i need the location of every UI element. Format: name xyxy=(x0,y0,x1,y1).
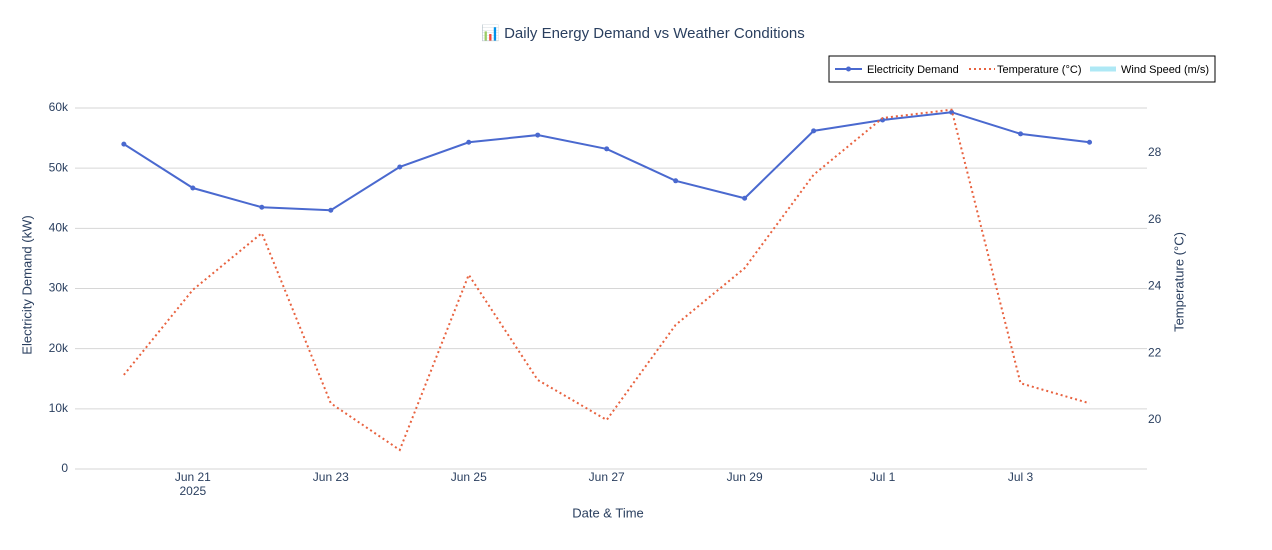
x-tick-label: Jun 27 xyxy=(589,470,625,484)
series-marker xyxy=(742,195,748,201)
x-tick-label: Jun 25 xyxy=(451,470,487,484)
x-tick-label: Jun 29 xyxy=(727,470,763,484)
series-marker xyxy=(811,128,817,134)
legend-label: Temperature (°C) xyxy=(997,64,1081,76)
series-line xyxy=(123,108,1090,452)
series-marker xyxy=(604,146,610,152)
y-tick-label: 20k xyxy=(49,341,69,355)
series-marker xyxy=(259,204,265,210)
series-marker xyxy=(121,141,127,147)
y2-axis-label: Temperature (°C) xyxy=(1171,232,1186,332)
x-tick-label: Jul 1 xyxy=(870,470,896,484)
x-axis-label: Date & Time xyxy=(572,505,644,520)
series-marker xyxy=(1018,131,1024,137)
y-tick-label: 30k xyxy=(49,281,69,295)
y2-tick-label: 28 xyxy=(1148,145,1162,159)
series-marker xyxy=(397,164,403,170)
series-marker xyxy=(535,132,541,138)
series-marker xyxy=(673,178,679,184)
y-axis-label: Electricity Demand (kW) xyxy=(19,215,34,354)
y-tick-label: 10k xyxy=(49,401,69,415)
chart-title: 📊 Daily Energy Demand vs Weather Conditi… xyxy=(481,24,805,42)
y-tick-label: 60k xyxy=(49,100,69,114)
series-marker xyxy=(1087,139,1093,145)
y2-tick-label: 24 xyxy=(1148,279,1162,293)
x-tick-label: Jul 3 xyxy=(1008,470,1034,484)
x-tick-label: Jun 21 2025 xyxy=(175,470,211,498)
y2-tick-label: 26 xyxy=(1148,212,1162,226)
y-tick-label: 40k xyxy=(49,221,69,235)
legend-label: Electricity Demand xyxy=(867,64,959,76)
legend-label: Wind Speed (m/s) xyxy=(1121,64,1209,76)
x-tick-label: Jun 23 xyxy=(313,470,349,484)
series-marker xyxy=(190,185,196,191)
y2-tick-label: 22 xyxy=(1148,345,1162,359)
legend-box xyxy=(828,55,1216,83)
series-marker xyxy=(328,207,334,213)
y2-tick-label: 20 xyxy=(1148,412,1162,426)
series-line xyxy=(123,111,1090,212)
y-tick-label: 50k xyxy=(49,160,69,174)
legend-swatch-marker xyxy=(846,66,851,72)
series-marker xyxy=(466,139,472,145)
y-tick-label: 0 xyxy=(61,461,68,475)
